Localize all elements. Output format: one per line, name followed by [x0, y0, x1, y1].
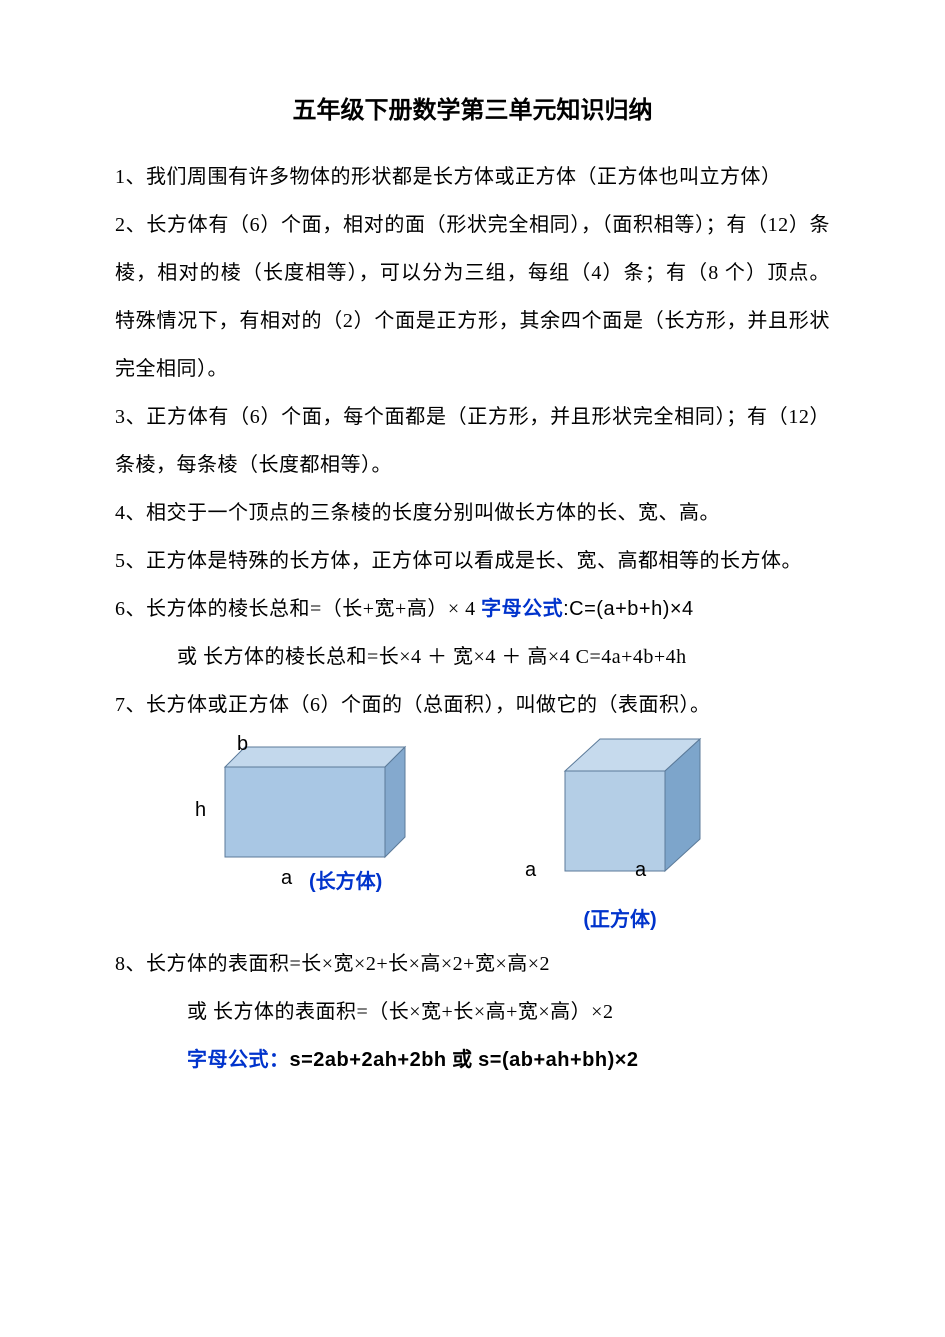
cuboid-diagram: b h a (长方体)	[175, 737, 415, 887]
p6-lead-text: 6、长方体的棱长总和=（长+宽+高）× 4	[115, 598, 481, 620]
p8-formula-1: s=2ab+2ah+2bh	[290, 1049, 447, 1071]
diagram-row: b h a (长方体) a a (正方体)	[175, 737, 830, 932]
cube-label-a-right: a	[635, 859, 646, 882]
cube-svg	[525, 731, 715, 886]
cuboid-label-h: h	[195, 799, 206, 822]
cube-caption: (正方体)	[583, 903, 656, 932]
cube-diagram: a a	[525, 731, 715, 901]
p8-formula-2: s=(ab+ah+bh)×2	[478, 1049, 638, 1071]
paragraph-2: 2、长方体有（6）个面，相对的面（形状完全相同），（面积相等）；有（12）条棱，…	[115, 201, 830, 393]
paragraph-1: 1、我们周围有许多物体的形状都是长方体或正方体（正方体也叫立方体）	[115, 153, 830, 201]
cube-label-a-left: a	[525, 859, 536, 882]
p6-formula: :C=(a+b+h)×4	[563, 598, 694, 620]
paragraph-8-line1: 8、长方体的表面积=长×宽×2+长×高×2+宽×高×2	[115, 940, 830, 988]
cuboid-caption: (长方体)	[309, 865, 382, 894]
paragraph-6-line2: 或 长方体的棱长总和=长×4 ＋ 宽×4 ＋ 高×4 C=4a+4b+4h	[115, 633, 830, 681]
paragraph-3: 3、正方体有（6）个面，每个面都是（正方形，并且形状完全相同）；有（12）条棱，…	[115, 393, 830, 489]
paragraph-8-line3: 字母公式：s=2ab+2ah+2bh 或 s=(ab+ah+bh)×2	[115, 1036, 830, 1084]
paragraph-8-line2: 或 长方体的表面积=（长×宽+长×高+宽×高）×2	[115, 988, 830, 1036]
cuboid-label-a: a	[281, 867, 292, 890]
cube-block: a a (正方体)	[525, 737, 715, 932]
formula-label: 字母公式	[481, 598, 563, 620]
cuboid-label-b: b	[237, 733, 248, 756]
doc-title: 五年级下册数学第三单元知识归纳	[115, 90, 830, 125]
formula-label-2: 字母公式：	[187, 1049, 290, 1071]
paragraph-4: 4、相交于一个顶点的三条棱的长度分别叫做长方体的长、宽、高。	[115, 489, 830, 537]
p8-or: 或	[447, 1049, 479, 1071]
paragraph-7: 7、长方体或正方体（6）个面的（总面积），叫做它的（表面积）。	[115, 681, 830, 729]
paragraph-5: 5、正方体是特殊的长方体，正方体可以看成是长、宽、高都相等的长方体。	[115, 537, 830, 585]
paragraph-6-line1: 6、长方体的棱长总和=（长+宽+高）× 4 字母公式:C=(a+b+h)×4	[115, 585, 830, 633]
